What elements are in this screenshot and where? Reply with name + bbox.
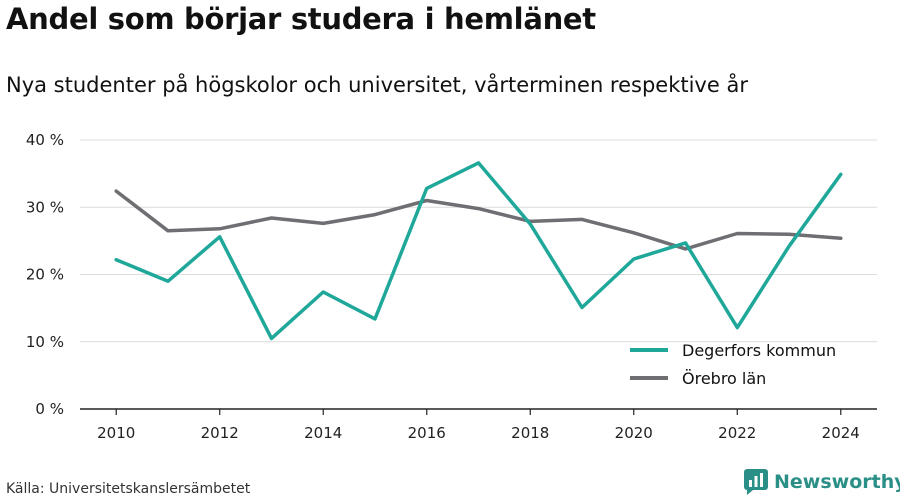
chart-title: Andel som börjar studera i hemlänet [6,2,596,36]
legend: Degerfors kommun Örebro län [630,341,836,388]
y-tick-label: 40 % [26,131,64,149]
y-axis-ticks: 0 % 10 % 20 % 30 % 40 % [26,131,64,418]
x-tick-label: 2012 [201,424,239,442]
y-tick-label: 20 % [26,266,64,284]
brand-logo: Newsworthy [744,469,900,495]
x-tick-label: 2018 [511,424,549,442]
x-tick-label: 2016 [408,424,446,442]
legend-label: Örebro län [682,369,766,388]
y-tick-label: 10 % [26,333,64,351]
newsworthy-logo-icon [744,469,768,495]
x-tick-label: 2010 [97,424,135,442]
y-tick-label: 0 % [35,400,64,418]
x-tick-label: 2014 [304,424,342,442]
series-lines [114,161,843,341]
x-tick-label: 2024 [822,424,860,442]
brand-name: Newsworthy [774,471,900,493]
series-line-degerfors-kommun [114,161,843,341]
x-tick-label: 2020 [615,424,653,442]
grid-lines [80,139,877,343]
chart-subtitle: Nya studenter på högskolor och universit… [6,73,748,97]
series-line-orebro-lan [114,189,843,251]
legend-label: Degerfors kommun [682,341,836,360]
y-tick-label: 30 % [26,198,64,216]
x-axis: 2010 2012 2014 2016 2018 2020 2022 2024 [80,408,877,442]
source-note: Källa: Universitetskanslersämbetet [6,481,251,497]
x-tick-label: 2022 [718,424,756,442]
